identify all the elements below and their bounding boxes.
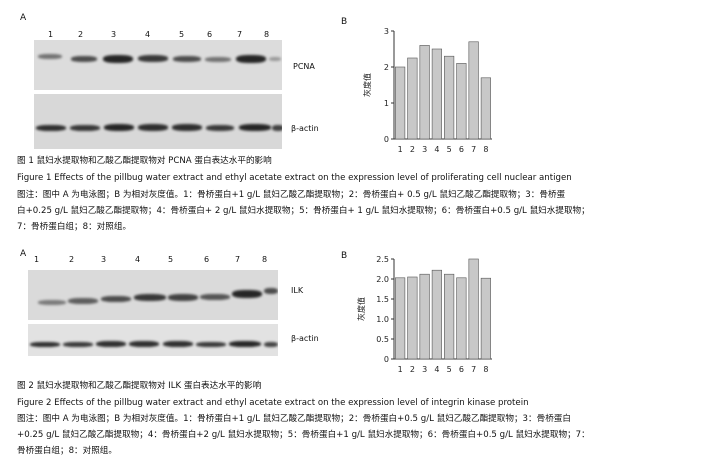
figure2-lane-4: 4 — [135, 255, 141, 264]
fig1-actin-blot — [34, 94, 282, 149]
figure1-lane-1: 1 — [48, 30, 54, 39]
y-tick-label: 0.5 — [376, 335, 389, 344]
y-tick-label: 0 — [384, 135, 389, 144]
x-tick-label: 8 — [483, 365, 488, 374]
fig1-note-line3: 7：骨桥蛋白组；8：对照组。 — [17, 222, 132, 232]
fig2-bar-chart: 0 0.5 1.0 1.5 2.0 2.5 灰度值 1 2 3 4 5 6 7 8 — [356, 255, 492, 374]
x-tick-label: 2 — [410, 365, 415, 374]
bar-4 — [431, 48, 442, 140]
figure2-lane-5: 5 — [168, 255, 174, 264]
fig1-note-line1: 图注：图中 A 为电泳图；B 为相对灰度值。1：骨桥蛋白+1 g/L 鼠妇乙酸乙… — [17, 190, 566, 200]
fig2-panel-a-letter: A — [20, 249, 27, 259]
fig2-note-line3: 骨桥蛋白组；8：对照组。 — [17, 446, 117, 456]
fig2-note-line1: 图注：图中 A 为电泳图；B 为相对灰度值。1：骨桥蛋白+1 g/L 鼠妇乙酸乙… — [17, 414, 571, 424]
x-tick-label: 1 — [398, 145, 403, 154]
bar-3 — [419, 45, 430, 140]
bar-3 — [419, 273, 430, 360]
figure1-lane-5: 5 — [179, 30, 185, 39]
figure1-lane-8: 8 — [264, 30, 270, 39]
y-tick-label: 2.5 — [376, 255, 389, 264]
fig1-panel-a-letter: A — [20, 13, 27, 23]
bar-5 — [444, 55, 455, 140]
x-tick-label: 8 — [483, 145, 488, 154]
fig2-caption-cn: 图 2 鼠妇水提取物和乙酸乙酯提取物对 ILK 蛋白表达水平的影响 — [17, 381, 262, 391]
bar-8 — [480, 277, 491, 360]
bar-8 — [480, 77, 491, 140]
figure1-lane-7: 7 — [237, 30, 243, 39]
figure1-lane-4: 4 — [145, 30, 151, 39]
fig2-caption-en: Figure 2 Effects of the pillbug water ex… — [17, 398, 529, 408]
y-tick-label: 3 — [384, 27, 389, 36]
bar-1 — [395, 66, 406, 140]
fig2-panel-b-letter: B — [341, 251, 348, 261]
x-tick-label: 6 — [459, 145, 464, 154]
fig1-pcna-label: PCNA — [293, 62, 315, 71]
fig1-actin-label: β-actin — [291, 124, 319, 133]
fig2-note-line2: +0.25 g/L 鼠妇乙酸乙酯提取物；4：骨桥蛋白+2 g/L 鼠妇水提取物；… — [17, 430, 590, 440]
bar-2 — [407, 57, 418, 140]
fig1-note-line2: 白+0.25 g/L 鼠妇乙酸乙酯提取物；4：骨桥蛋白+ 2 g/L 鼠妇水提取… — [17, 206, 590, 216]
fig1-caption-cn: 图 1 鼠妇水提取物和乙酸乙酯提取物对 PCNA 蛋白表达水平的影响 — [17, 156, 272, 166]
fig2-actin-blot — [28, 324, 278, 356]
bar-6 — [456, 277, 467, 360]
y-tick-label: 1.5 — [376, 295, 389, 304]
figure1-lane-2: 2 — [78, 30, 84, 39]
figure2-lane-1: 1 — [34, 255, 40, 264]
fig2-actin-label: β-actin — [291, 334, 319, 343]
fig1-caption-en: Figure 1 Effects of the pillbug water ex… — [17, 173, 572, 183]
x-tick-label: 3 — [422, 365, 427, 374]
figure1-lane-3: 3 — [111, 30, 117, 39]
figure2-lane-6: 6 — [204, 255, 210, 264]
x-tick-label: 1 — [398, 365, 403, 374]
figure1-lane-6: 6 — [207, 30, 213, 39]
fig1-panel-b-letter: B — [341, 17, 348, 27]
x-tick-label: 5 — [447, 145, 452, 154]
bar-5 — [444, 273, 455, 360]
figure2-lane-7: 7 — [235, 255, 241, 264]
x-tick-label: 7 — [471, 145, 476, 154]
figure2-lane-8: 8 — [262, 255, 268, 264]
y-axis-label: 灰度值 — [356, 297, 366, 321]
bar-4 — [431, 269, 442, 360]
x-tick-label: 4 — [434, 145, 439, 154]
figure2-lane-3: 3 — [101, 255, 107, 264]
bar-7 — [468, 41, 479, 140]
bar-7 — [468, 258, 479, 360]
x-tick-label: 7 — [471, 365, 476, 374]
x-tick-label: 3 — [422, 145, 427, 154]
bar-1 — [395, 277, 406, 360]
x-tick-label: 2 — [410, 145, 415, 154]
y-axis-label: 灰度值 — [362, 73, 372, 97]
x-tick-label: 4 — [434, 365, 439, 374]
bar-2 — [407, 276, 418, 360]
bar-6 — [456, 63, 467, 140]
y-tick-label: 2.0 — [376, 275, 389, 284]
y-tick-label: 2 — [384, 63, 389, 72]
y-tick-label: 0 — [384, 355, 389, 364]
fig2-ilk-label: ILK — [291, 286, 304, 295]
x-tick-label: 6 — [459, 365, 464, 374]
fig2-ilk-blot — [28, 270, 278, 320]
y-tick-label: 1 — [384, 99, 389, 108]
figure2-lane-2: 2 — [69, 255, 75, 264]
x-tick-label: 5 — [447, 365, 452, 374]
fig1-pcna-blot — [34, 40, 282, 90]
y-tick-label: 1.0 — [376, 315, 389, 324]
